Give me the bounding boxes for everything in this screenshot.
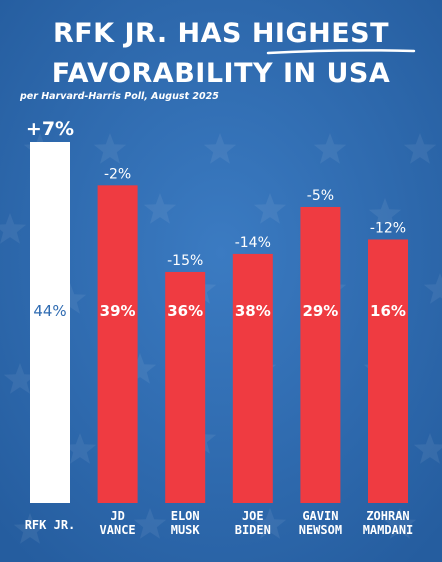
title-highlight-word: HIGHEST	[251, 18, 390, 49]
background-star-icon	[123, 353, 157, 384]
net-favorability-label: -2%	[104, 166, 131, 182]
favorability-value-label: 44%	[33, 302, 66, 320]
category-label: RFK JR.	[25, 518, 76, 532]
background-star-icon	[13, 513, 47, 544]
bar-zohran-mamdani	[368, 239, 408, 503]
bar-rfk-jr	[30, 142, 70, 503]
background-star-icon	[203, 133, 237, 164]
background-star-icon	[313, 133, 347, 164]
category-label: VANCE	[100, 523, 136, 537]
favorability-value-label: 38%	[235, 302, 271, 320]
category-label: JD	[110, 509, 124, 523]
bar-joe-biden	[232, 253, 273, 503]
background-star-icon	[63, 433, 97, 464]
title-prefix: RFK JR. HAS	[52, 18, 252, 49]
chart-subtitle: per Harvard-Harris Poll, August 2025	[20, 91, 219, 102]
category-label: JOE	[242, 509, 264, 523]
background-star-icon	[93, 133, 127, 164]
category-label: MAMDANI	[363, 523, 414, 537]
favorability-value-label: 39%	[100, 302, 136, 320]
background-star-icon	[253, 193, 287, 224]
background-star-icon	[143, 193, 177, 224]
background-star-icon	[413, 433, 442, 464]
net-favorability-label: +7%	[26, 118, 74, 140]
category-label: NEWSOM	[299, 523, 342, 537]
favorability-value-label: 29%	[302, 302, 338, 320]
net-favorability-label: -15%	[167, 253, 203, 269]
background-star-icon	[253, 508, 287, 539]
net-favorability-label: -14%	[235, 235, 271, 251]
background-star-icon	[368, 198, 402, 229]
title-line-1: RFK JR. HAS HIGHEST	[0, 19, 442, 49]
background-star-icon	[3, 363, 37, 394]
background-star-icon	[133, 508, 167, 539]
category-label: MUSK	[171, 523, 201, 537]
favorability-value-label: 16%	[370, 302, 406, 320]
category-label: BIDEN	[235, 523, 271, 537]
background-star-icon	[423, 273, 442, 304]
highlight-underline	[266, 49, 416, 55]
bar-gavin-newsom	[300, 206, 341, 504]
category-label: ELON	[171, 509, 200, 523]
category-label: GAVIN	[302, 509, 338, 523]
favorability-value-label: 36%	[167, 302, 203, 320]
title-line-2: FAVORABILITY IN USA	[51, 58, 391, 89]
net-favorability-label: -12%	[370, 220, 406, 236]
bar-jd-vance	[97, 185, 138, 503]
category-label: ZOHRAN	[366, 509, 409, 523]
background-star-icon	[383, 508, 417, 539]
net-favorability-label: -5%	[307, 188, 334, 204]
bar-elon-musk	[165, 271, 206, 503]
background-star-icon	[0, 213, 27, 244]
background-star-icon	[403, 133, 437, 164]
